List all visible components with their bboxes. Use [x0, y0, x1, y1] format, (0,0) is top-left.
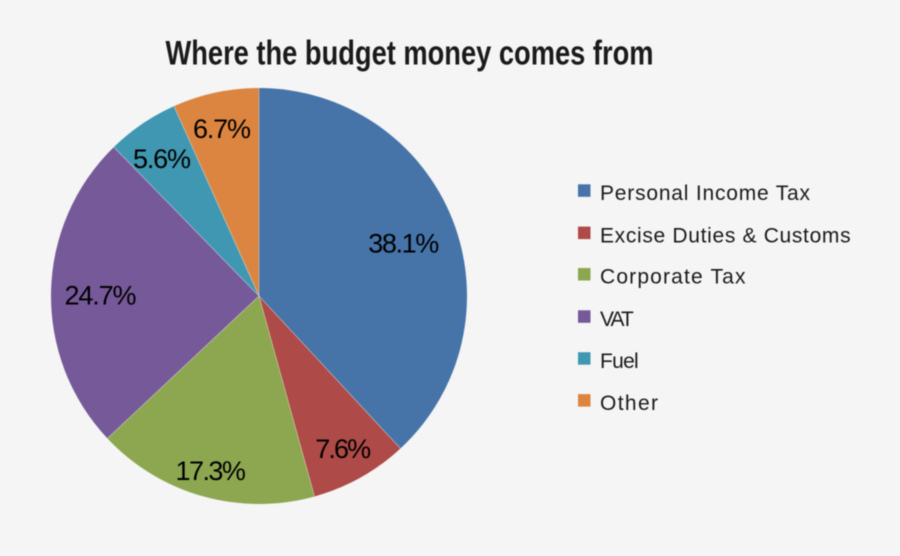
svg-text:Where the budget money comes f: Where the budget money comes from — [166, 34, 654, 72]
svg-text:7.6%: 7.6% — [315, 434, 371, 464]
svg-text:24.7%: 24.7% — [65, 281, 137, 311]
svg-text:Corporate Tax: Corporate Tax — [600, 266, 746, 289]
svg-text:5.6%: 5.6% — [133, 144, 191, 174]
svg-text:Excise Duties & Customs: Excise Duties & Customs — [600, 224, 851, 247]
svg-text:VAT: VAT — [600, 308, 634, 331]
svg-text:Personal Income Tax: Personal Income Tax — [600, 182, 811, 205]
svg-text:6.7%: 6.7% — [193, 114, 251, 144]
svg-text:38.1%: 38.1% — [368, 229, 439, 259]
svg-text:Fuel: Fuel — [600, 350, 639, 373]
svg-text:Other: Other — [600, 392, 658, 415]
svg-text:17.3%: 17.3% — [175, 456, 246, 486]
